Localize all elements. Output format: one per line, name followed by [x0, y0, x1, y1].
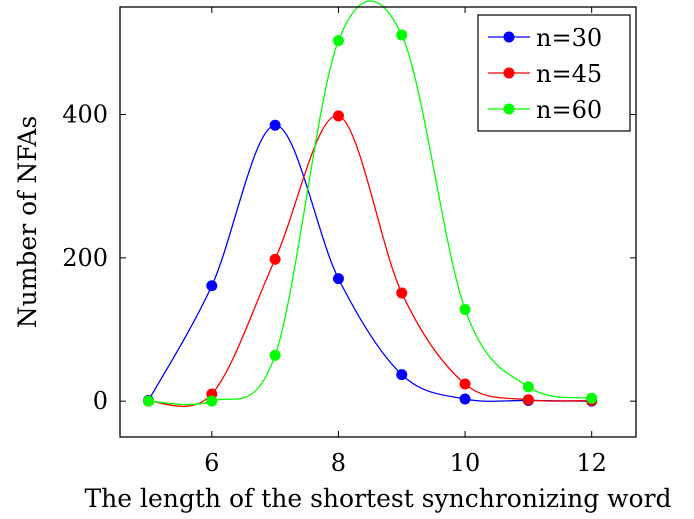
data-point [206, 395, 218, 407]
data-point [522, 381, 534, 393]
y-axis-label: Number of NFAs [13, 116, 42, 329]
y-tick-label: 0 [93, 387, 108, 415]
legend-label: n=60 [536, 96, 602, 124]
series-line-n=30 [147, 124, 592, 402]
x-tick-label: 6 [204, 449, 219, 477]
series-line-n=45 [148, 115, 592, 407]
legend-label: n=30 [536, 24, 602, 52]
y-tick-label: 200 [62, 244, 108, 272]
tick-labels: 6 8 10 12 0 200 400 [62, 101, 607, 478]
data-point [206, 280, 218, 292]
x-tick-label: 12 [576, 449, 607, 477]
data-point [396, 287, 408, 299]
x-axis-label: The length of the shortest synchronizing… [84, 484, 671, 513]
data-point [142, 395, 154, 407]
data-point [459, 303, 471, 315]
data-point [269, 253, 281, 265]
legend-swatch-marker [503, 67, 515, 79]
y-tick-label: 400 [62, 101, 108, 129]
plot-frame [119, 6, 637, 438]
data-point [396, 369, 408, 381]
data-point [586, 392, 598, 404]
data-point [522, 394, 534, 406]
legend-label: n=45 [536, 60, 602, 88]
x-tick-label: 10 [450, 449, 481, 477]
series-line-n=60 [148, 0, 592, 406]
data-point [459, 378, 471, 390]
plot-markers [142, 29, 598, 407]
data-point [332, 110, 344, 122]
legend-swatch-marker [503, 31, 515, 43]
data-point [269, 119, 281, 131]
axis-ticks [120, 7, 636, 437]
data-point [396, 29, 408, 41]
data-point [269, 349, 281, 361]
legend-swatch-marker [503, 103, 515, 115]
x-tick-label: 8 [331, 449, 346, 477]
data-point [332, 273, 344, 285]
data-point [332, 35, 344, 47]
data-point [459, 393, 471, 405]
legend: n=30 n=45 n=60 [477, 14, 631, 132]
